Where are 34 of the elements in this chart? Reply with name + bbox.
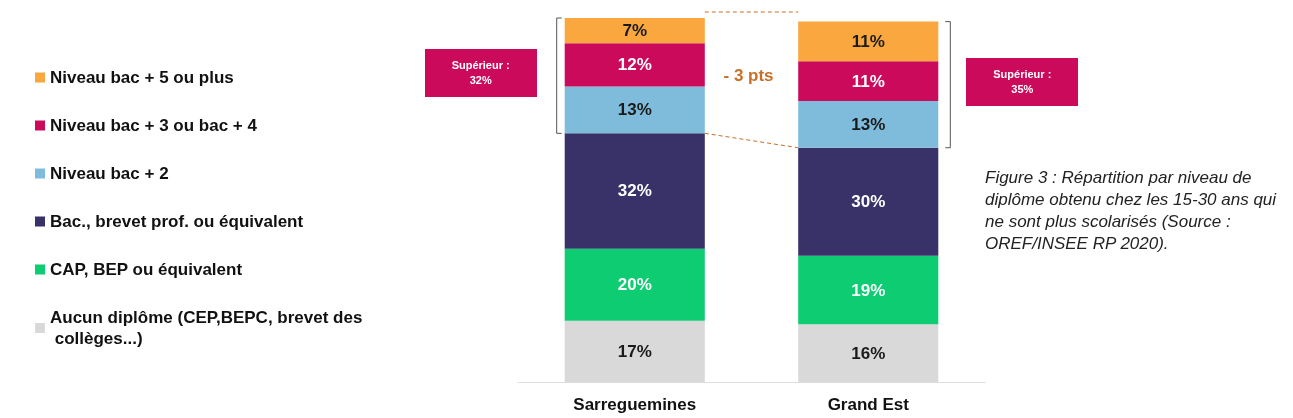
legend-label: Niveau bac + 2 [50, 164, 169, 183]
legend-label: CAP, BEP ou équivalent [50, 260, 243, 279]
data-label: 17% [617, 341, 652, 361]
legend-label: Niveau bac + 3 ou bac + 4 [50, 116, 258, 135]
annotation: Figure 3 : Répartition par niveau de diplôme obtenu chez les 15-30 ans qui ne sont plus scolarisés (Source : OREF/INSEE RP 2020). [985, 167, 1278, 255]
bar [564, 18, 705, 44]
bar [798, 100, 939, 148]
bar [798, 147, 939, 256]
x-tick-label: Grand Est [827, 395, 910, 414]
data-label: 12% [617, 55, 652, 75]
data-label: 11% [851, 31, 885, 51]
bar [564, 133, 705, 249]
legend-label: Niveau bac + 5 ou plus [50, 68, 234, 87]
data-label: 7% [622, 21, 648, 41]
x-tick-label: Sarreguemines [573, 395, 697, 414]
data-label: 13% [851, 114, 886, 134]
bar [798, 61, 939, 101]
data-label: 16% [851, 343, 886, 363]
annotation: - 3 pts [723, 66, 774, 86]
data-label: 32% [617, 181, 652, 201]
bar [798, 21, 939, 62]
data-label: 20% [617, 275, 652, 295]
legend-label: Bac., brevet prof. ou équivalent [50, 212, 304, 231]
data-label: 30% [851, 192, 886, 212]
callout-box: Supérieur : 32% [424, 48, 537, 97]
bar [564, 43, 705, 87]
data-label: 19% [851, 280, 886, 300]
bar [564, 86, 705, 134]
data-label: 11% [851, 71, 885, 91]
callout-box: Supérieur : 35% [966, 57, 1079, 106]
data-label: 13% [617, 100, 652, 120]
legend-label: Aucun diplôme (CEP,BEPC, brevet des collèges...) [50, 308, 363, 348]
bar [564, 248, 705, 321]
bar [798, 255, 939, 325]
